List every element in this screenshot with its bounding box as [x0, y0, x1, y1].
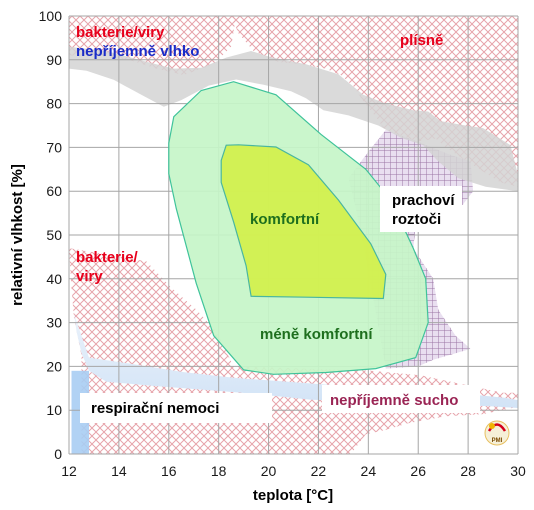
region-gray-band: [69, 46, 518, 192]
y-tick-label: 100: [39, 8, 63, 24]
label-bacteria-mid-1: bakterie/: [76, 249, 139, 266]
logo-dot: [489, 423, 495, 429]
x-tick-label: 14: [111, 463, 127, 479]
label-comfortable: komfortní: [250, 211, 320, 228]
y-tick-label: 0: [54, 446, 62, 462]
y-tick-label: 80: [46, 96, 62, 112]
label-dry: nepříjemně sucho: [330, 392, 458, 409]
x-tick-label: 12: [61, 463, 77, 479]
respiratory-label-bg: [80, 393, 272, 423]
zones-layer: [168, 81, 429, 375]
y-tick-label: 90: [46, 52, 62, 68]
zone-comfortable: [220, 144, 387, 300]
x-tick-label: 18: [211, 463, 227, 479]
label-mold: plísně: [400, 32, 443, 49]
region-bacteria-top: [69, 16, 237, 76]
x-tick-label: 28: [460, 463, 476, 479]
x-axis-title: teplota [°C]: [253, 487, 333, 504]
y-tick-label: 60: [46, 183, 62, 199]
label-dust-mites-1: prachoví: [392, 192, 455, 209]
x-tick-label: 22: [311, 463, 327, 479]
dry-label-bg: [322, 385, 480, 413]
y-tick-label: 20: [46, 358, 62, 374]
x-tick-label: 30: [510, 463, 526, 479]
y-tick-label: 70: [46, 139, 62, 155]
y-tick-label: 40: [46, 271, 62, 287]
y-axis-title: relativní vlhkost [%]: [9, 164, 26, 306]
dust-mites-label-bg: [380, 186, 462, 232]
x-tick-label: 20: [261, 463, 277, 479]
y-tick-label: 50: [46, 227, 62, 243]
label-respiratory: respirační nemoci: [91, 400, 219, 417]
label-dust-mites-2: roztoči: [392, 211, 441, 228]
label-humid: nepříjemně vlhko: [76, 43, 199, 60]
pmi-logo: PMI: [484, 420, 510, 446]
logo-text: PMI: [492, 438, 503, 444]
x-tick-label: 26: [410, 463, 426, 479]
y-tick-label: 30: [46, 315, 62, 331]
label-less-comfortable: méně komfortní: [260, 326, 373, 343]
label-bacteria-mid-2: viry: [76, 268, 103, 285]
ticks-layer: 12 14 16 18 20 22 24 26 28 30 0 10 20 30 40 50 60 70 80 90 1…: [39, 8, 526, 479]
region-blue-band: [74, 313, 518, 408]
x-tick-label: 24: [361, 463, 377, 479]
logo-arc: [487, 423, 507, 432]
label-bacteria-top: bakterie/viry: [76, 24, 165, 41]
y-tick-label: 10: [46, 402, 62, 418]
x-tick-label: 16: [161, 463, 177, 479]
